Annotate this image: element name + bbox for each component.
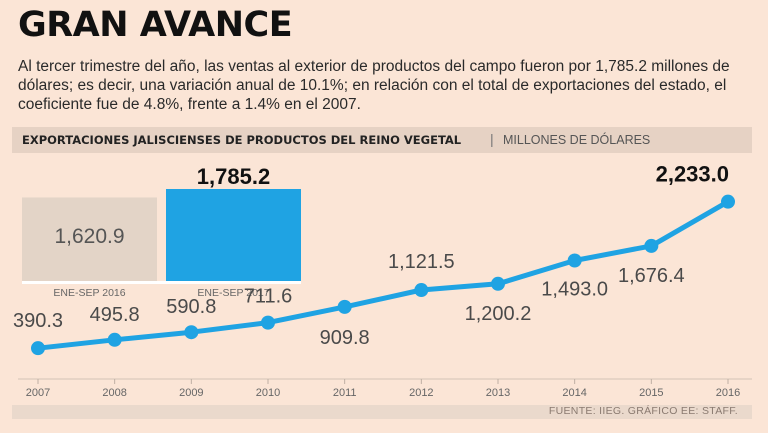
data-label: 495.8 (90, 304, 140, 326)
intro-paragraph: Al tercer trimestre del año, las ventas … (18, 58, 730, 113)
data-label: 2,233.0 (656, 162, 729, 187)
data-point (567, 253, 582, 268)
data-label: 590.8 (166, 296, 216, 318)
data-label: 711.6 (244, 286, 293, 308)
bar-category-label: ENE-SEP 2017 (197, 287, 269, 299)
data-point (721, 194, 735, 209)
data-point (414, 283, 429, 298)
data-point (644, 238, 659, 253)
bar-1 (22, 197, 157, 281)
x-tick-label: 2016 (716, 387, 740, 399)
x-tick-label: 2007 (26, 387, 50, 399)
data-point (491, 276, 505, 291)
data-label: 1,676.4 (618, 265, 685, 287)
headline: GRAN AVANCE (18, 5, 293, 45)
x-tick-label: 2011 (333, 387, 357, 399)
x-tick-label: 2012 (409, 387, 433, 399)
x-tick-label: 2013 (486, 387, 510, 399)
bar-2 (166, 189, 301, 281)
x-tick-label: 2009 (179, 387, 203, 399)
x-tick-label: 2010 (256, 387, 280, 399)
chart-title: EXPORTACIONES JALISCIENSES DE PRODUCTOS … (22, 133, 462, 147)
data-label: 909.8 (320, 327, 370, 349)
data-point (31, 341, 45, 356)
x-tick-label: 2008 (102, 387, 126, 399)
series-line (35, 199, 731, 351)
bar-value-label: 1,620.9 (54, 225, 124, 248)
x-tick-label: 2015 (639, 387, 663, 399)
data-label: 1,493.0 (541, 279, 608, 301)
bar-value-label: 1,785.2 (197, 164, 270, 189)
bar-category-label: ENE-SEP 2016 (53, 287, 125, 299)
data-point (337, 299, 352, 314)
chart-header-separator: | (490, 131, 494, 147)
source-credit: FUENTE: IIEG. GRÁFICO EE: STAFF. (548, 405, 738, 417)
x-tick-label: 2014 (562, 387, 586, 399)
source-bar: FUENTE: IIEG. GRÁFICO EE: STAFF. (12, 405, 752, 419)
chart-units: MILLONES DE DÓLARES (503, 133, 651, 147)
data-point (184, 325, 199, 340)
data-label: 1,200.2 (465, 303, 532, 325)
data-point (107, 332, 122, 347)
data-point (261, 315, 275, 330)
data-label: 1,121.5 (388, 251, 455, 273)
bar-baseline (22, 281, 301, 284)
chart-header: EXPORTACIONES JALISCIENSES DE PRODUCTOS … (12, 127, 752, 153)
data-label: 390.3 (13, 310, 63, 332)
